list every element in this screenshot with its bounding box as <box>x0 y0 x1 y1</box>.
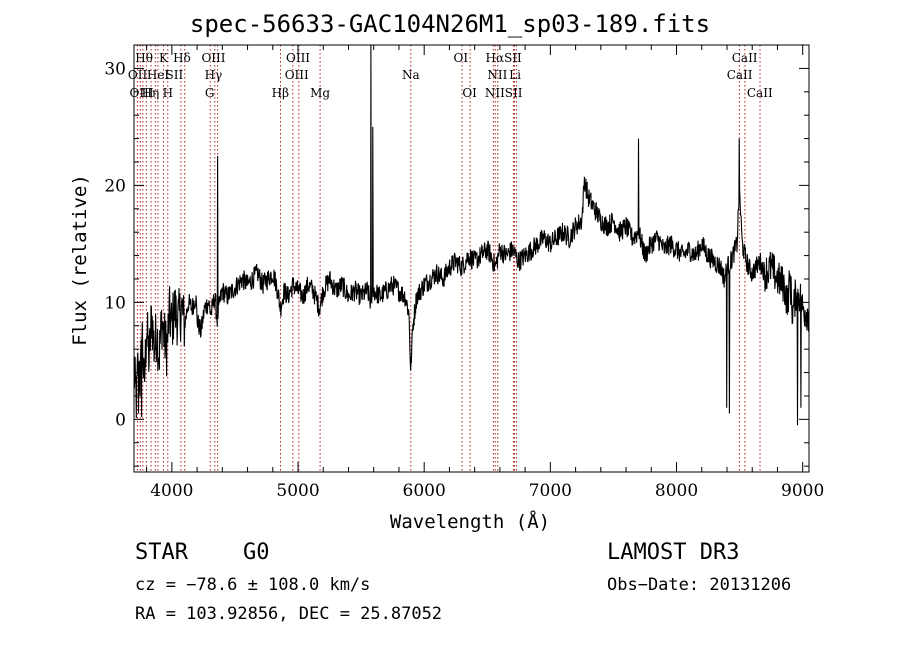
line-label: OII <box>128 68 148 82</box>
redshift-cz: cz = −78.6 ± 108.0 km/s <box>135 575 370 595</box>
line-label: Hβ <box>272 86 289 100</box>
x-tick-label: 6000 <box>403 481 446 501</box>
line-label: OI <box>462 86 477 100</box>
x-tick-label: 8000 <box>655 481 698 501</box>
line-label: CaII <box>732 51 758 65</box>
y-tick-label: 30 <box>104 59 126 79</box>
object-class: STAR <box>135 540 188 565</box>
coordinates: RA = 103.92856, DEC = 25.87052 <box>135 604 442 624</box>
line-label: SII <box>166 68 184 82</box>
line-label: G <box>205 86 215 100</box>
line-label: CaII <box>747 86 773 100</box>
spectrum-line <box>134 45 809 425</box>
x-tick-label: 9000 <box>781 481 824 501</box>
y-tick-label: 20 <box>104 176 126 196</box>
x-tick-label: 4000 <box>150 481 193 501</box>
object-subclass: G0 <box>243 540 270 565</box>
line-label: Hδ <box>173 51 191 65</box>
line-label: Na <box>402 68 420 82</box>
line-label: Mg <box>310 86 330 100</box>
line-label: OI <box>453 51 468 65</box>
survey-name: LAMOST DR3 <box>607 540 739 565</box>
observation-date: Obs−Date: 20131206 <box>607 575 791 595</box>
line-label: H <box>163 86 173 100</box>
line-label: OIII <box>285 68 309 82</box>
line-label: CaII <box>727 68 753 82</box>
line-label: HαSII <box>486 51 523 65</box>
x-tick-label: 5000 <box>276 481 319 501</box>
line-label: K <box>159 51 169 65</box>
line-label: Hη <box>142 86 160 100</box>
y-tick-label: 10 <box>104 293 126 313</box>
line-label: Hγ <box>205 68 223 82</box>
line-label: Hθ <box>135 51 153 65</box>
x-tick-label: 7000 <box>529 481 572 501</box>
line-label: OIII <box>201 51 225 65</box>
line-label: NIISII <box>485 86 523 100</box>
y-tick-label: 0 <box>115 410 126 430</box>
line-label: NII <box>487 68 507 82</box>
line-label: Li <box>509 68 521 82</box>
